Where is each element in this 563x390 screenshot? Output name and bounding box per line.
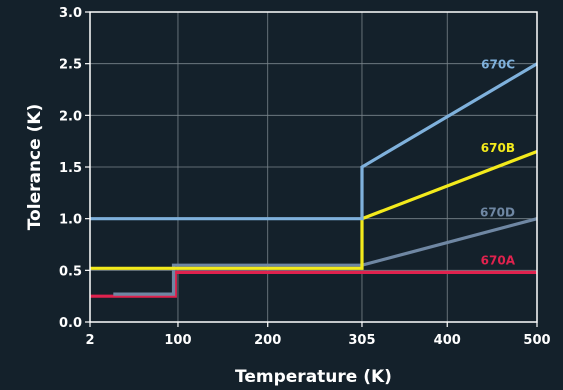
y-tick-label: 2.5	[59, 58, 82, 73]
series-line-670d	[113, 217, 538, 296]
y-axis-ticks: 0.0 0.5 1.0 1.5 2.0 2.5 3.0	[59, 6, 90, 331]
y-tick-label: 0.0	[59, 316, 82, 331]
y-tick-label: 1.0	[59, 213, 82, 228]
series-line-670c	[90, 62, 538, 221]
series-line-670a	[90, 270, 537, 298]
series-label-670b: 670B	[481, 141, 515, 155]
x-tick-label: 2	[85, 333, 94, 348]
series-label-670d: 670D	[480, 206, 515, 220]
series-lines	[90, 62, 538, 298]
x-tick-label: 100	[164, 333, 191, 348]
y-tick-label: 1.5	[59, 161, 82, 176]
x-axis-ticks: 2 100 200 305 400 500	[85, 322, 551, 348]
grid	[89, 11, 538, 323]
x-tick-label: 400	[434, 333, 461, 348]
series-line-670b	[90, 150, 538, 270]
y-tick-label: 0.5	[59, 264, 82, 279]
series-label-670c: 670C	[481, 58, 515, 72]
x-tick-label: 305	[348, 333, 375, 348]
x-tick-label: 200	[254, 333, 281, 348]
y-axis-title: Tolerance (K)	[25, 104, 45, 231]
x-tick-label: 500	[523, 333, 550, 348]
x-axis-title: Temperature (K)	[235, 367, 392, 387]
y-tick-label: 2.0	[59, 109, 82, 124]
y-tick-label: 3.0	[59, 6, 82, 21]
series-label-670a: 670A	[481, 253, 516, 267]
series-labels: 670A 670D 670B 670C	[480, 58, 516, 268]
